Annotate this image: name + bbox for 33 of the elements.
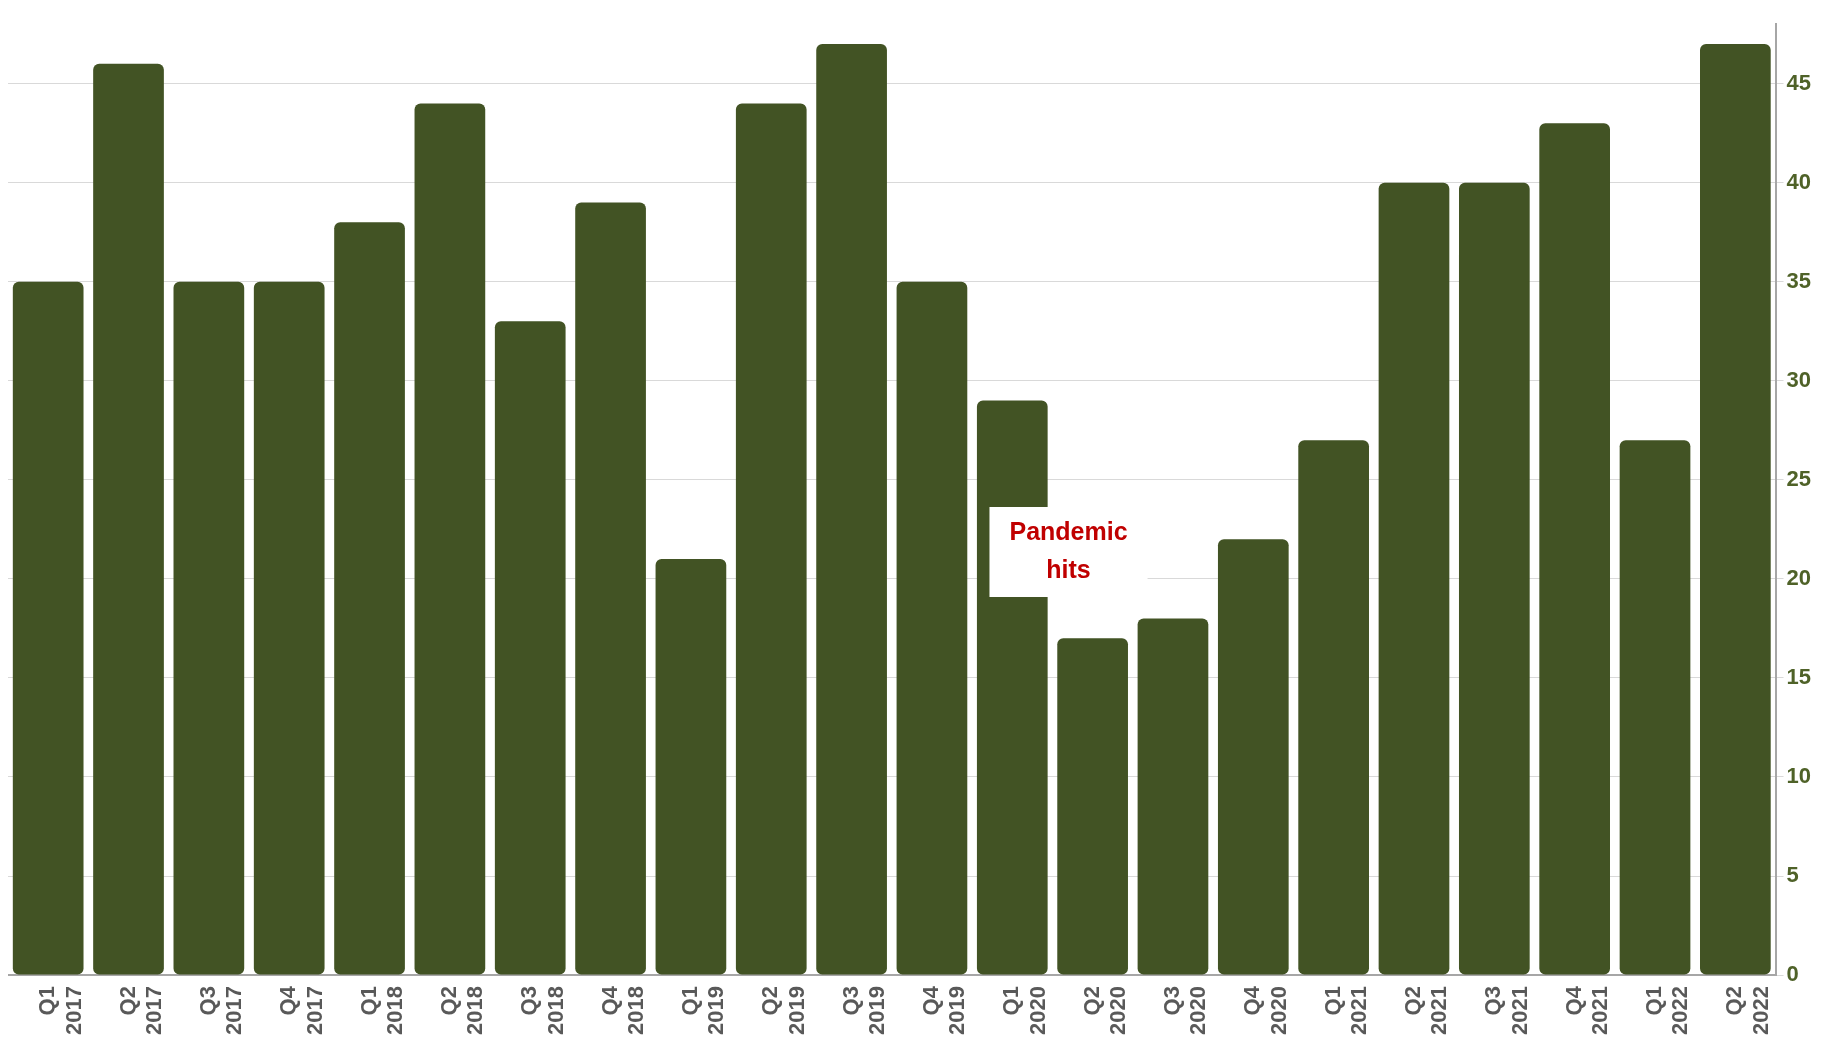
x-tick-label: Q1 2018 [355,986,407,1036]
x-tick-label: Q4 2021 [1560,985,1613,1036]
x-tick-label: Q3 2018 [516,986,568,1036]
x-tick-label: Q3 2020 [1159,986,1211,1036]
x-tick-label: Q2 2017 [114,986,166,1036]
x-tick-label: Q3 2017 [194,986,247,1036]
x-tick-label: Q2 2020 [1078,986,1131,1036]
x-tick-label: Q1 2022 [1641,986,1693,1036]
x-tick-label: Q4 2019 [918,985,970,1036]
x-tick-label: Q4 2018 [596,985,649,1036]
x-tick-label: Q1 2019 [676,986,729,1036]
y-tick-label: 20 [1786,564,1812,590]
y-tick-label: 45 [1786,69,1812,95]
x-tick-label: Q2 2018 [435,986,488,1036]
y-tick-label: 25 [1786,465,1812,491]
y-tick-label: 40 [1786,168,1812,194]
x-tick-label: Q1 2017 [34,986,86,1036]
y-tick-label: 5 [1786,862,1799,888]
x-tick-label: Q1 2020 [998,986,1050,1036]
annotation: Pandemic hits [1009,516,1128,583]
y-tick-label: 35 [1786,267,1812,293]
x-tick-label: Q2 2021 [1400,986,1452,1036]
x-tick-label: Q4 2017 [275,985,327,1036]
x-tick-label: Q1 2021 [1319,986,1372,1036]
y-tick-label: 0 [1786,961,1799,987]
x-tick-label: Q3 2019 [837,986,890,1036]
y-tick-label: 30 [1786,366,1812,392]
y-tick-label: 15 [1786,663,1812,689]
x-tick-label: Q3 2021 [1480,986,1532,1036]
x-tick-label: Q4 2020 [1239,985,1291,1036]
x-tick-label: Q2 2022 [1721,986,1773,1036]
y-tick-label: 10 [1786,763,1812,789]
x-tick-label: Q2 2019 [757,986,809,1036]
